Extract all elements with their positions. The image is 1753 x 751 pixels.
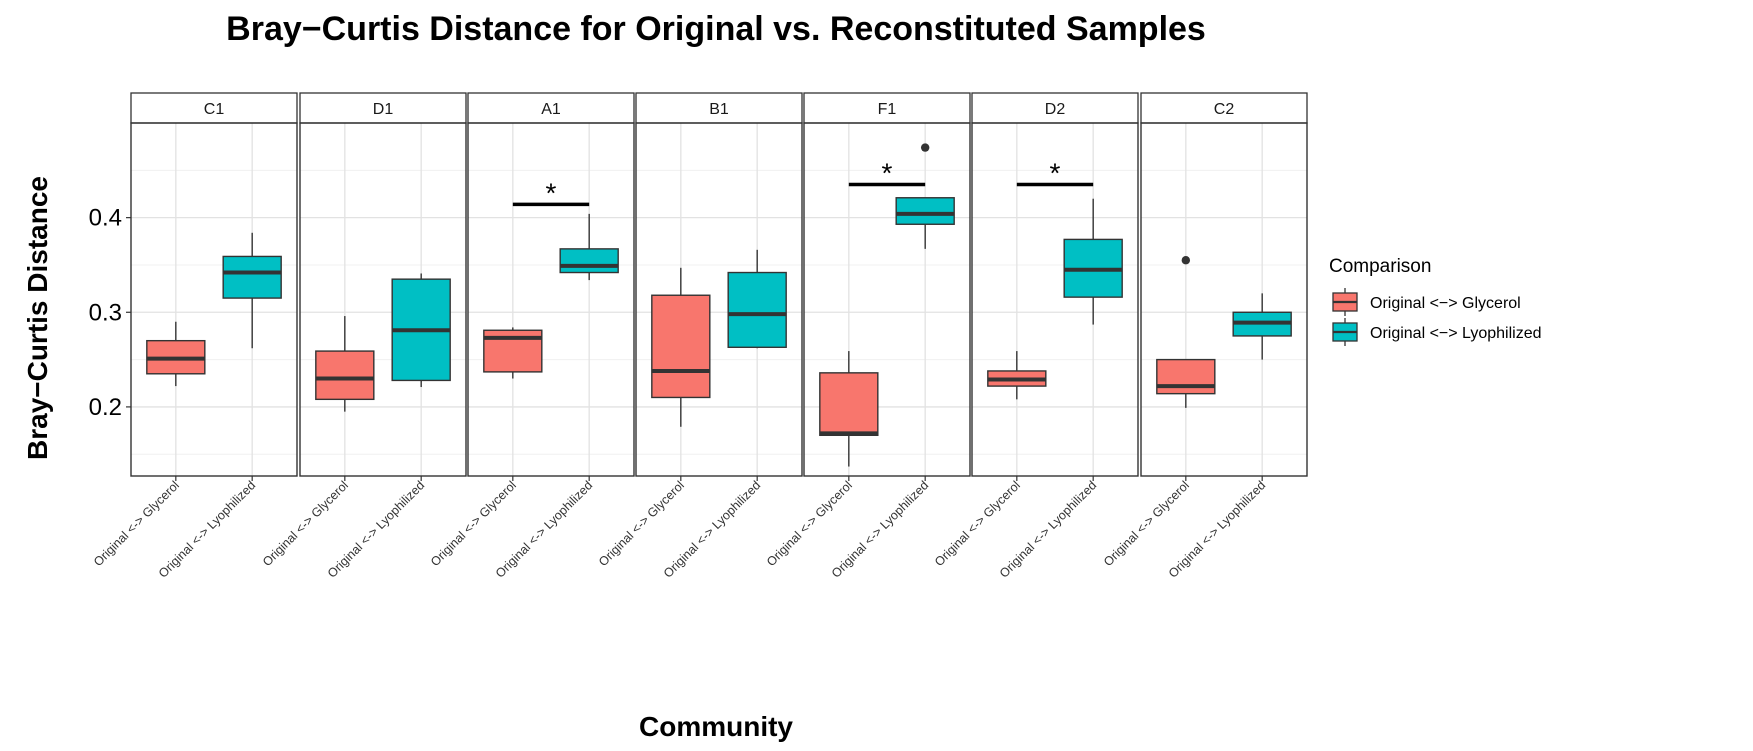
box-iqr [315, 350, 375, 401]
box-lyophilized [1063, 198, 1123, 325]
legend-label: Original <−> Lyophilized [1370, 325, 1542, 342]
legend: Comparison Original <−> Glycerol Original … [1329, 256, 1542, 346]
box-glycerol [146, 321, 206, 387]
y-tick-label: 0.3 [89, 299, 122, 326]
significance-star: * [882, 158, 893, 189]
box-iqr [895, 197, 955, 225]
panel-border [803, 122, 971, 477]
box-lyophilized [895, 143, 955, 249]
box-glycerol [1156, 256, 1216, 408]
box-glycerol [987, 351, 1047, 400]
box-iqr [222, 255, 282, 299]
x-axis-title: Community [639, 711, 793, 742]
box-lyophilized [727, 249, 787, 349]
panel-strip-label: F1 [878, 101, 897, 118]
box-iqr [651, 294, 711, 399]
panel-strip-label: C1 [204, 101, 225, 118]
panel-strip-label: C2 [1214, 101, 1235, 118]
y-axis-title: Bray−Curtis Distance [22, 176, 53, 460]
box-glycerol [819, 351, 879, 467]
outlier-point [1181, 256, 1191, 265]
legend-item: Original <−> Lyophilized [1332, 318, 1542, 346]
box-lyophilized [222, 232, 282, 349]
box-lyophilized [1232, 293, 1292, 360]
legend-label: Original <−> Glycerol [1370, 295, 1521, 312]
box-lyophilized [559, 213, 619, 281]
panel-border [971, 122, 1139, 477]
legend-title: Comparison [1329, 256, 1431, 277]
significance-star: * [1050, 158, 1061, 189]
panel-border [299, 122, 467, 477]
panel-border [1140, 122, 1308, 477]
panel-border [130, 122, 298, 477]
box-glycerol [483, 327, 543, 379]
significance-star: * [546, 177, 557, 208]
y-tick-label: 0.4 [89, 205, 122, 232]
y-tick-label: 0.2 [89, 394, 122, 421]
legend-item: Original <−> Glycerol [1332, 288, 1521, 316]
panel-strip-label: D1 [373, 101, 394, 118]
box-iqr [1156, 358, 1216, 395]
box-iqr [559, 248, 619, 274]
chart-title: Bray−Curtis Distance for Original vs. Re… [226, 10, 1206, 48]
panel-border [467, 122, 635, 477]
box-iqr [727, 271, 787, 348]
panel-strip-label: D2 [1045, 101, 1066, 118]
box-lyophilized [391, 273, 451, 388]
box-glycerol [651, 267, 711, 427]
panel-border [635, 122, 803, 477]
panel-strip-label: A1 [541, 101, 561, 118]
outlier-point [920, 143, 930, 152]
panel-strip-label: B1 [709, 101, 729, 118]
box-iqr [819, 372, 879, 437]
box-glycerol [315, 316, 375, 412]
